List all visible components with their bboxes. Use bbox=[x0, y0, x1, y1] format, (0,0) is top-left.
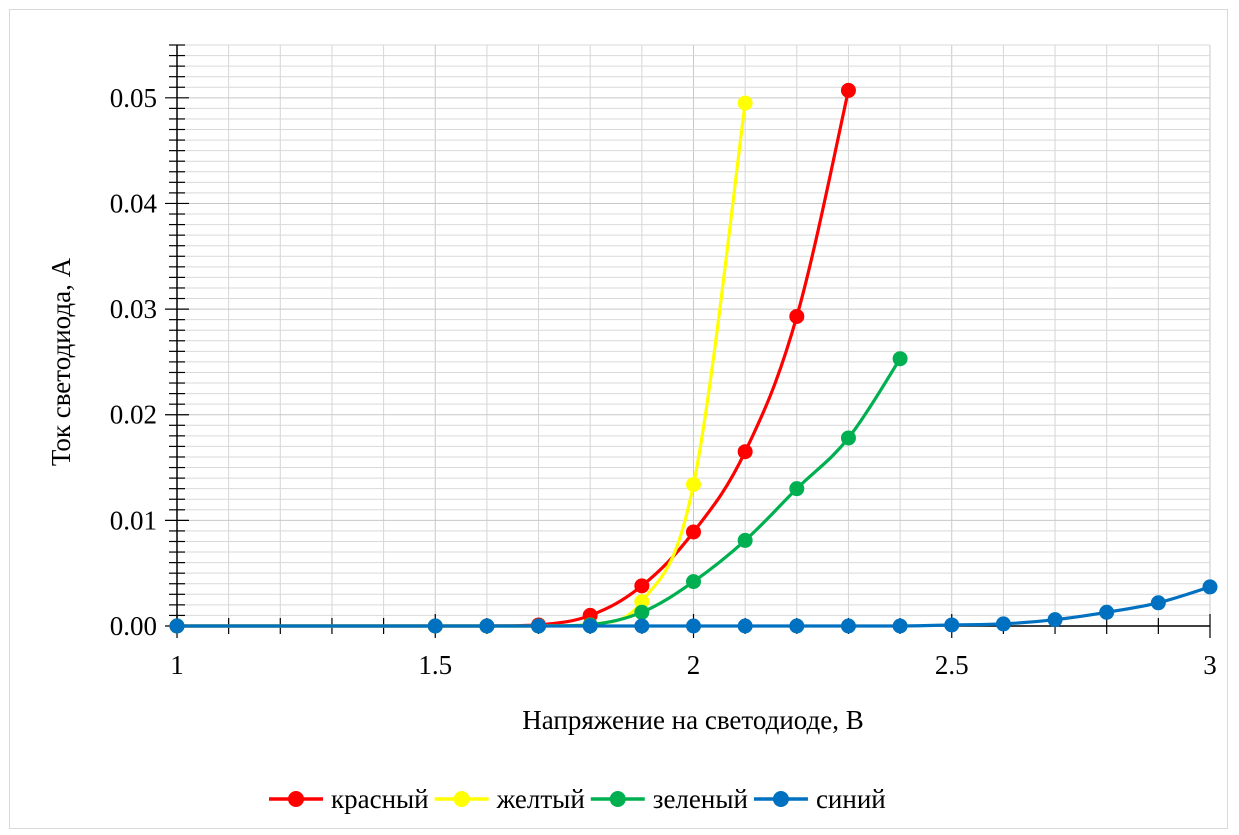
y-axis-title: Ток светодиода, А bbox=[46, 257, 76, 466]
x-tick-label: 3 bbox=[1203, 650, 1217, 680]
data-point bbox=[686, 574, 701, 590]
legend-marker bbox=[609, 791, 626, 807]
data-point bbox=[1047, 612, 1063, 628]
data-point bbox=[1150, 595, 1166, 611]
data-point bbox=[789, 308, 805, 324]
data-point bbox=[944, 617, 960, 633]
chart-frame: 1 1.5 2 2.5 3 0.00 0.01 0.02 0.03 0.04 0.05 Напряж… bbox=[9, 9, 1228, 829]
legend-marker bbox=[288, 791, 304, 807]
data-point bbox=[840, 82, 856, 98]
data-point bbox=[737, 95, 753, 111]
data-point bbox=[840, 430, 856, 446]
data-point bbox=[634, 604, 650, 620]
data-point bbox=[737, 532, 753, 548]
x-tick-label: 2 bbox=[687, 650, 701, 680]
series-4 bbox=[169, 579, 1218, 634]
data-point bbox=[634, 578, 650, 594]
data-point bbox=[1202, 579, 1218, 595]
y-tick-label: 0.05 bbox=[110, 83, 157, 113]
data-point bbox=[840, 618, 856, 634]
tick-labels: 1 1.5 2 2.5 3 0.00 0.01 0.02 0.03 0.04 0.05 bbox=[110, 83, 1217, 680]
series-layer bbox=[169, 82, 1218, 634]
legend-marker bbox=[772, 791, 789, 807]
y-tick-label: 0.04 bbox=[110, 188, 158, 218]
data-point bbox=[427, 618, 443, 634]
data-point bbox=[634, 594, 650, 610]
x-axis-title: Напряжение на светодиоде, В bbox=[522, 705, 863, 735]
series-1 bbox=[169, 82, 856, 634]
series-2 bbox=[169, 95, 753, 634]
data-point bbox=[1099, 604, 1115, 620]
legend-label: синий bbox=[816, 784, 886, 814]
data-point bbox=[995, 616, 1011, 632]
grid bbox=[176, 44, 1211, 627]
legend-item: синий bbox=[753, 784, 886, 814]
y-tick-label: 0.01 bbox=[110, 505, 157, 535]
y-tick-label: 0.02 bbox=[110, 400, 157, 430]
y-tick-label: 0.00 bbox=[110, 611, 157, 641]
data-point bbox=[737, 618, 753, 634]
legend-label: желтый bbox=[496, 784, 585, 814]
axes bbox=[165, 44, 1211, 638]
data-point bbox=[686, 618, 701, 634]
data-point bbox=[169, 618, 185, 634]
data-point bbox=[686, 476, 701, 492]
data-point bbox=[531, 618, 547, 634]
data-point bbox=[892, 618, 908, 634]
data-point bbox=[582, 618, 598, 634]
legend-marker bbox=[453, 791, 470, 807]
series-line bbox=[177, 102, 747, 628]
legend-label: зеленый bbox=[653, 784, 748, 814]
legend: красный желтый зеленый синий bbox=[269, 784, 886, 814]
legend-item: желтый bbox=[434, 784, 585, 814]
data-point bbox=[892, 351, 908, 367]
legend-item: зеленый bbox=[590, 784, 748, 814]
data-point bbox=[789, 618, 805, 634]
data-point bbox=[479, 618, 495, 634]
data-point bbox=[789, 481, 805, 497]
data-point bbox=[634, 618, 650, 634]
data-point bbox=[686, 524, 701, 540]
x-tick-label: 1.5 bbox=[418, 650, 452, 680]
x-tick-label: 2.5 bbox=[935, 650, 969, 680]
y-tick-label: 0.03 bbox=[110, 294, 157, 324]
legend-item: красный bbox=[269, 784, 429, 814]
data-point bbox=[737, 444, 753, 460]
legend-label: красный bbox=[331, 784, 429, 814]
x-tick-label: 1 bbox=[170, 650, 184, 680]
led-iv-chart: 1 1.5 2 2.5 3 0.00 0.01 0.02 0.03 0.04 0.05 Напряж… bbox=[46, 44, 1218, 814]
